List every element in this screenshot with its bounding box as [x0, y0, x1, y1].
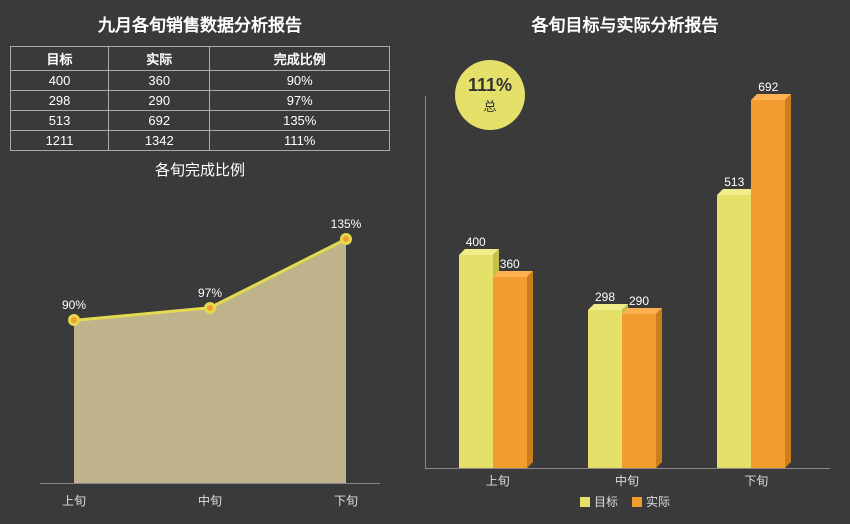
line-x-label: 中旬 [198, 492, 222, 509]
table-cell: 298 [11, 91, 109, 111]
line-marker [340, 233, 352, 245]
table-header: 目标 [11, 47, 109, 71]
table-cell: 1342 [109, 131, 210, 151]
legend-label: 实际 [646, 493, 670, 510]
line-x-label: 下旬 [334, 492, 358, 509]
left-title: 九月各旬销售数据分析报告 [10, 11, 390, 36]
bar-actual: 290 [622, 314, 656, 468]
table-cell: 290 [109, 91, 210, 111]
table-cell: 135% [210, 111, 390, 131]
bar-plot-area: 400360298290513692 [425, 96, 830, 469]
bar-value-label: 400 [466, 235, 486, 249]
table-header: 完成比例 [210, 47, 390, 71]
bar-target: 513 [717, 195, 751, 468]
legend-item: 实际 [632, 493, 670, 510]
table-header: 实际 [109, 47, 210, 71]
bar-value-label: 360 [500, 257, 520, 271]
bar-x-label: 下旬 [744, 472, 768, 489]
left-panel: 九月各旬销售数据分析报告 目标实际完成比例 40036090%29829097%… [0, 0, 400, 524]
table-cell: 400 [11, 71, 109, 91]
data-table: 目标实际完成比例 40036090%29829097%513692135%121… [10, 46, 390, 151]
table-row: 513692135% [11, 111, 390, 131]
bar-actual: 360 [493, 277, 527, 468]
table-cell: 97% [210, 91, 390, 111]
table-row: 40036090% [11, 71, 390, 91]
line-point-label: 97% [198, 286, 222, 300]
table-row: 12111342111% [11, 131, 390, 151]
line-plot-area: 90% 97% 135% [40, 212, 380, 484]
line-area-svg [40, 212, 380, 483]
legend-label: 目标 [594, 493, 618, 510]
line-x-label: 上旬 [62, 492, 86, 509]
badge-value: 111% [468, 75, 512, 96]
bar-value-label: 290 [629, 294, 649, 308]
bar-legend: 目标 实际 [580, 493, 670, 510]
line-marker [204, 302, 216, 314]
badge-label: 总 [483, 96, 496, 115]
table-cell: 1211 [11, 131, 109, 151]
bar-target: 298 [588, 310, 622, 468]
line-chart: 90% 97% 135% 上旬 中旬 下旬 [10, 182, 390, 514]
bar-x-label: 中旬 [615, 472, 639, 489]
bar-chart: 400360298290513692 目标实际 上旬中旬下旬 [410, 86, 840, 514]
line-point-label: 90% [62, 298, 86, 312]
table-cell: 90% [210, 71, 390, 91]
line-chart-title: 各旬完成比例 [10, 159, 390, 180]
table-cell: 692 [109, 111, 210, 131]
legend-item: 目标 [580, 493, 618, 510]
bar-x-label: 上旬 [486, 472, 510, 489]
bar-value-label: 513 [724, 175, 744, 189]
line-point-label: 135% [331, 217, 362, 231]
right-panel: 各旬目标与实际分析报告 111% 总 400360298290513692 目标… [400, 0, 850, 524]
line-marker [68, 314, 80, 326]
table-cell: 360 [109, 71, 210, 91]
total-badge: 111% 总 [455, 60, 525, 130]
bar-value-label: 298 [595, 290, 615, 304]
bar-value-label: 692 [758, 80, 778, 94]
bar-target: 400 [459, 255, 493, 468]
bar-actual: 692 [751, 100, 785, 468]
table-cell: 111% [210, 131, 390, 151]
bar-group: 400360 [459, 96, 539, 468]
table-cell: 513 [11, 111, 109, 131]
right-title: 各旬目标与实际分析报告 [410, 11, 840, 36]
bar-group: 298290 [588, 96, 668, 468]
bar-group: 513692 [717, 96, 797, 468]
table-row: 29829097% [11, 91, 390, 111]
